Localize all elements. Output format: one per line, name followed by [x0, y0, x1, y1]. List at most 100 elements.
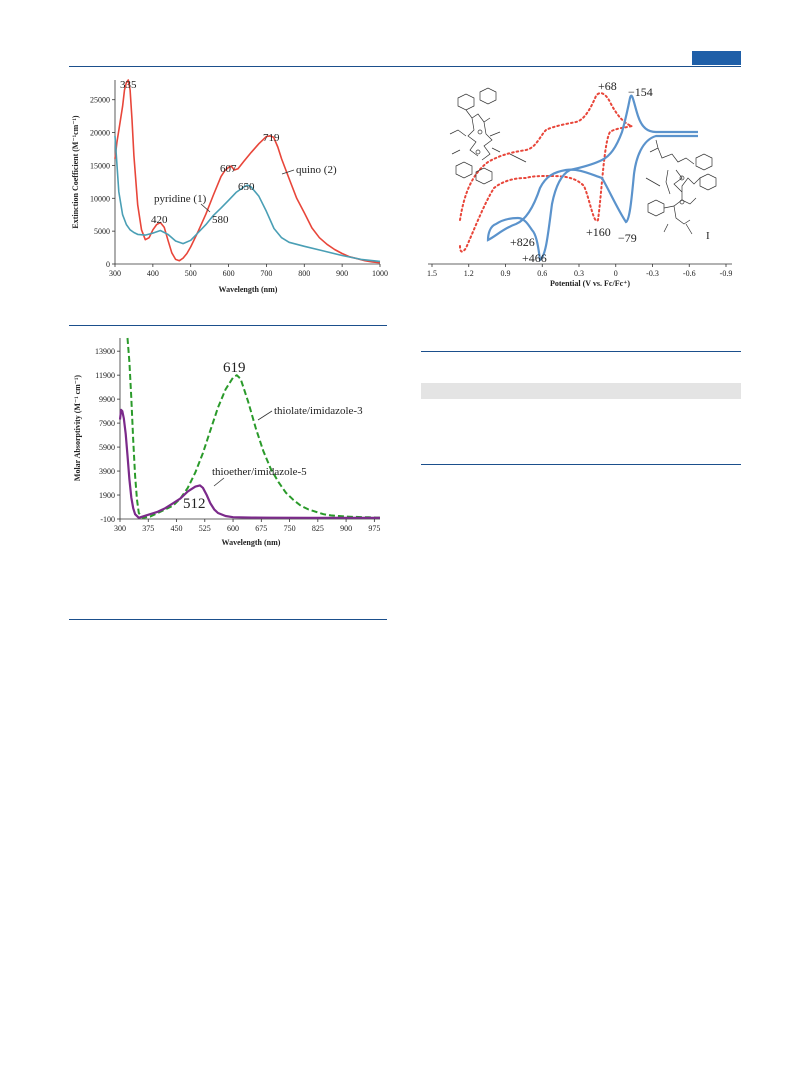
cv-label-plus160: +160: [586, 225, 611, 239]
chart1-ytick-label: 0: [106, 260, 110, 269]
chart3-xtick-label: 525: [199, 524, 211, 533]
chart3-xtick-label: 975: [368, 524, 380, 533]
chart3-xtick-label: 600: [227, 524, 239, 533]
chart3-annotations: 619 512 thiolate/imidazole-3 thioether/i…: [183, 360, 363, 512]
chart3-ytick-label: 3900: [99, 467, 115, 476]
chart3-ytick-label: 13900: [95, 347, 115, 356]
chart1-ytick-label: 10000: [90, 194, 110, 203]
chart1-series-0-line: [114, 79, 381, 264]
chart1-xtick-label: 300: [109, 269, 121, 278]
chart1-axes: [114, 80, 380, 265]
chart1-ytick-label: 20000: [90, 129, 110, 138]
molecular-structure-right: [647, 139, 717, 235]
cv-label-minus79: −79: [618, 231, 637, 245]
chart3-xtick-label: 450: [171, 524, 183, 533]
cv-trace-solid: [486, 94, 699, 262]
cv-label-plus466: +466: [522, 251, 547, 265]
chart1-label-pyridine: pyridine (1): [154, 193, 207, 205]
chart3-xtick-label: 900: [340, 524, 352, 533]
uvvis-chart-1: 300 400 500 600 700 800 900 1000 0 5000 10000 1500…: [71, 79, 388, 294]
chart3-peak-619: 619: [223, 360, 246, 376]
chart1-peak-335: 335: [120, 79, 137, 91]
cv-xtick-label: -0.3: [646, 269, 659, 278]
table-header-band: [421, 383, 741, 399]
figure-divider-left-2: [69, 619, 387, 620]
chart3-peak-512: 512: [183, 496, 206, 512]
cv-x-axis-label: Potential (V vs. Fc/Fc⁺): [550, 279, 630, 288]
chart1-series-group: [114, 79, 381, 264]
chart1-peak-420: 420: [151, 214, 168, 226]
chart1-xtick-label: 800: [298, 269, 310, 278]
uvvis-chart-2: 300 375 450 525 600 675 750 825 900 975 -100 1900 3…: [73, 337, 380, 547]
chart3-axes: [119, 338, 380, 520]
chart1-ytick-label: 5000: [94, 227, 110, 236]
chart3-x-axis-label: Wavelength (nm): [222, 538, 281, 547]
chart1-peak-719: 719: [263, 132, 280, 144]
molecular-structure-left: [449, 87, 501, 185]
chart1-isosbestic-580: 580: [212, 214, 229, 226]
chart3-series-1-line: [118, 408, 380, 519]
chart3-x-ticks: 300 375 450 525 600 675 750 825 900 975: [114, 519, 380, 533]
chart1-xtick-label: 500: [185, 269, 197, 278]
chart1-y-axis-label: Extinction Coefficient (M⁻¹cm⁻¹): [71, 115, 80, 229]
chart1-xtick-label: 400: [147, 269, 159, 278]
chart3-xtick-label: 750: [284, 524, 296, 533]
chart1-y-ticks: 0 5000 10000 15000 20000 25000: [90, 96, 115, 269]
cv-label-plus68: +68: [598, 79, 617, 93]
chart1-xtick-label: 700: [260, 269, 272, 278]
cv-label-plus826: +826: [510, 235, 535, 249]
figure-divider-right-1: [421, 351, 741, 352]
cv-arrow-right: [645, 177, 661, 187]
chart3-label-thiolate: thiolate/imidazole-3: [274, 405, 363, 417]
cv-xtick-label: -0.9: [720, 269, 733, 278]
chart1-arrow-quino: [281, 169, 295, 175]
chart3-series-group: [118, 337, 380, 519]
chart3-ytick-label: -100: [100, 515, 115, 524]
chart3-ytick-label: 1900: [99, 491, 115, 500]
chart3-y-ticks: -100 1900 3900 5900 7900 9900 11900 13900: [95, 347, 120, 524]
cv-label-minus154: −154: [628, 85, 653, 99]
chart3-label-thioether: thioether/imidazole-5: [212, 466, 307, 478]
chart1-peak-607: 607: [220, 163, 237, 175]
chart3-ytick-label: 7900: [99, 419, 115, 428]
cv-xtick-label: 0: [614, 269, 618, 278]
chart1-xtick-label: 1000: [372, 269, 388, 278]
chart3-ytick-label: 5900: [99, 443, 115, 452]
chart3-xtick-label: 300: [114, 524, 126, 533]
chart3-y-axis-label: Molar Absorptivity (M⁻¹ cm⁻¹): [73, 375, 82, 482]
cv-trace-dotted: [459, 92, 633, 253]
cv-xtick-label: 0.9: [501, 269, 511, 278]
chart3-arrow-thioether: [213, 477, 225, 487]
cv-chart: 1.5 1.2 0.9 0.6 0.3 0 -0.3 -0.6 -0.9 Potential (…: [427, 79, 732, 288]
top-header-rule: [69, 66, 741, 67]
chart3-ytick-label: 9900: [99, 395, 115, 404]
chart1-annotations: 335 420 607 650 719 580 pyridine (1) qui…: [120, 79, 337, 226]
chart3-ytick-label: 11900: [95, 371, 115, 380]
chart1-label-quino: quino (2): [296, 164, 337, 176]
chart3-xtick-label: 375: [142, 524, 154, 533]
chart1-ytick-label: 15000: [90, 161, 110, 170]
figure-divider-right-2: [421, 464, 741, 465]
chart1-arrow-pyridine: [200, 203, 211, 213]
chart1-xtick-label: 600: [223, 269, 235, 278]
cv-x-ticks: 1.5 1.2 0.9 0.6 0.3 0 -0.3 -0.6 -0.9: [427, 264, 732, 278]
cv-arrow-left: [509, 153, 527, 163]
cv-xtick-label: -0.6: [683, 269, 696, 278]
chart1-x-ticks: 300 400 500 600 700 800 900 1000: [109, 264, 388, 278]
cv-label-I: I: [706, 230, 710, 242]
chart1-xtick-label: 900: [336, 269, 348, 278]
chart3-arrow-thiolate: [257, 410, 273, 421]
chart1-ytick-label: 25000: [90, 96, 110, 105]
cv-xtick-label: 0.3: [574, 269, 584, 278]
chart1-series-1-line: [114, 135, 381, 263]
cv-xtick-label: 1.2: [464, 269, 474, 278]
cv-xtick-label: 0.6: [537, 269, 547, 278]
chart3-series-0-line: [126, 337, 380, 519]
cv-xtick-label: 1.5: [427, 269, 437, 278]
chart1-peak-650: 650: [238, 181, 255, 193]
chart3-xtick-label: 825: [312, 524, 324, 533]
chart1-x-axis-label: Wavelength (nm): [219, 285, 278, 294]
header-tab-marker: [692, 51, 741, 65]
chart3-xtick-label: 675: [255, 524, 267, 533]
figure-divider-left-1: [69, 325, 387, 326]
